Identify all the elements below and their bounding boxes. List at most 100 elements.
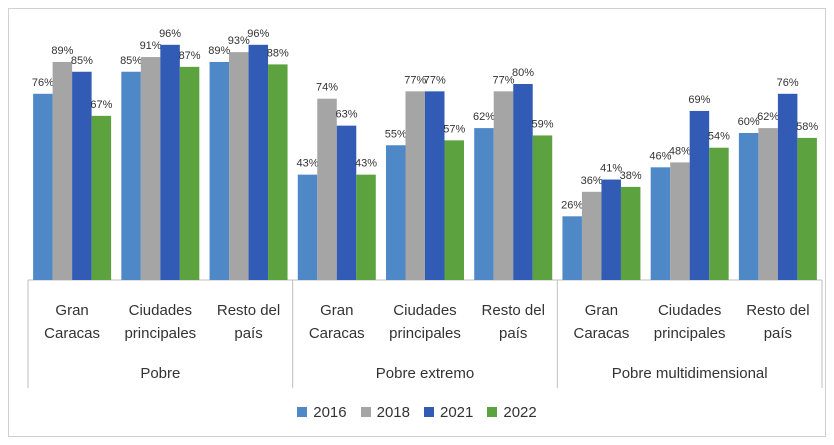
data-label: 89% — [208, 45, 230, 57]
data-label: 43% — [297, 158, 319, 170]
x-tick-label: Resto del país — [216, 302, 281, 342]
data-label: 80% — [512, 67, 534, 79]
legend-swatch — [360, 407, 371, 417]
x-tick-label: Gran Caracas — [308, 302, 365, 342]
group-label: Pobre multidimensional — [611, 365, 768, 382]
frame — [8, 8, 826, 437]
group-label: Pobre extremo — [375, 365, 475, 382]
data-label: 62% — [757, 111, 779, 123]
bar — [620, 186, 641, 280]
data-label: 58% — [796, 121, 818, 133]
data-label: 57% — [443, 123, 465, 135]
legend: 2016 2018 2021 2022 — [0, 404, 834, 421]
data-label: 91% — [140, 40, 162, 52]
data-label: 38% — [620, 170, 642, 182]
data-label: 46% — [649, 150, 671, 162]
legend-swatch — [487, 407, 498, 417]
bar — [709, 147, 729, 280]
x-tick-label: Gran Caracas — [44, 302, 101, 342]
legend-item: 2016 — [297, 404, 347, 421]
data-label: 76% — [777, 77, 799, 89]
legend-swatch — [297, 407, 308, 417]
bar — [758, 128, 778, 280]
bar — [91, 115, 112, 280]
bar — [425, 91, 445, 280]
data-label: 41% — [600, 163, 622, 175]
bar — [513, 84, 533, 280]
data-label: 36% — [581, 175, 603, 187]
data-label: 62% — [473, 111, 495, 123]
legend-label: 2021 — [440, 404, 474, 421]
legend-item: 2021 — [424, 404, 473, 421]
legend-swatch — [424, 407, 434, 417]
bar — [121, 71, 141, 280]
bar — [738, 133, 759, 280]
data-label: 26% — [561, 199, 583, 211]
x-tick-label: Gran Caracas — [573, 302, 630, 342]
bar — [317, 98, 337, 280]
data-label: 87% — [179, 50, 201, 62]
bar — [229, 52, 249, 281]
bar — [777, 93, 798, 280]
data-label: 77% — [492, 74, 514, 86]
group-label: Pobre — [140, 365, 181, 382]
x-tick-label: Resto del país — [481, 302, 545, 342]
data-label: 59% — [531, 118, 553, 130]
bar — [160, 44, 180, 280]
bar — [140, 57, 161, 280]
bar — [689, 110, 710, 280]
data-label: 88% — [267, 47, 289, 59]
bar — [562, 216, 582, 280]
legend-label: 2022 — [503, 404, 537, 421]
data-label: 77% — [404, 74, 426, 86]
bar — [581, 191, 602, 280]
data-label: 96% — [159, 28, 181, 40]
bar — [72, 71, 92, 280]
bar — [52, 61, 73, 281]
data-label: 93% — [228, 35, 250, 47]
data-label: 67% — [90, 99, 112, 111]
bar — [33, 93, 53, 280]
bar — [179, 66, 200, 280]
bar — [336, 125, 357, 281]
bar — [405, 91, 425, 280]
bar — [268, 64, 288, 281]
bar — [797, 137, 817, 280]
data-label: 76% — [32, 77, 54, 89]
bar — [386, 145, 406, 280]
x-tick-label: Ciudades principales — [653, 302, 726, 342]
data-label: 89% — [51, 45, 73, 57]
bar — [670, 162, 690, 280]
legend-label: 2018 — [376, 404, 410, 421]
bar — [493, 91, 514, 280]
data-label: 54% — [708, 131, 730, 143]
bar — [532, 135, 553, 280]
bar — [356, 174, 376, 280]
bar — [444, 140, 464, 280]
x-tick-label: Resto del país — [746, 302, 810, 342]
data-label: 63% — [336, 109, 358, 121]
data-label: 43% — [355, 158, 377, 170]
data-label: 48% — [669, 145, 691, 157]
data-label: 85% — [71, 55, 93, 67]
data-label: 85% — [120, 55, 142, 67]
x-tick-label: Ciudades principales — [389, 302, 461, 342]
data-label: 74% — [316, 82, 338, 94]
bar — [297, 174, 318, 280]
data-label: 69% — [688, 94, 710, 106]
x-tick-label: Ciudades principales — [124, 302, 197, 342]
data-label: 96% — [247, 28, 269, 40]
bar — [209, 61, 230, 281]
data-label: 55% — [385, 128, 407, 140]
data-label: 77% — [424, 74, 446, 86]
legend-item: 2022 — [487, 404, 537, 421]
bar — [601, 179, 621, 280]
bar — [248, 44, 269, 280]
legend-label: 2016 — [313, 404, 347, 421]
legend-item: 2018 — [360, 404, 410, 421]
data-label: 60% — [738, 116, 760, 128]
bar — [650, 167, 671, 280]
bar — [474, 128, 494, 280]
